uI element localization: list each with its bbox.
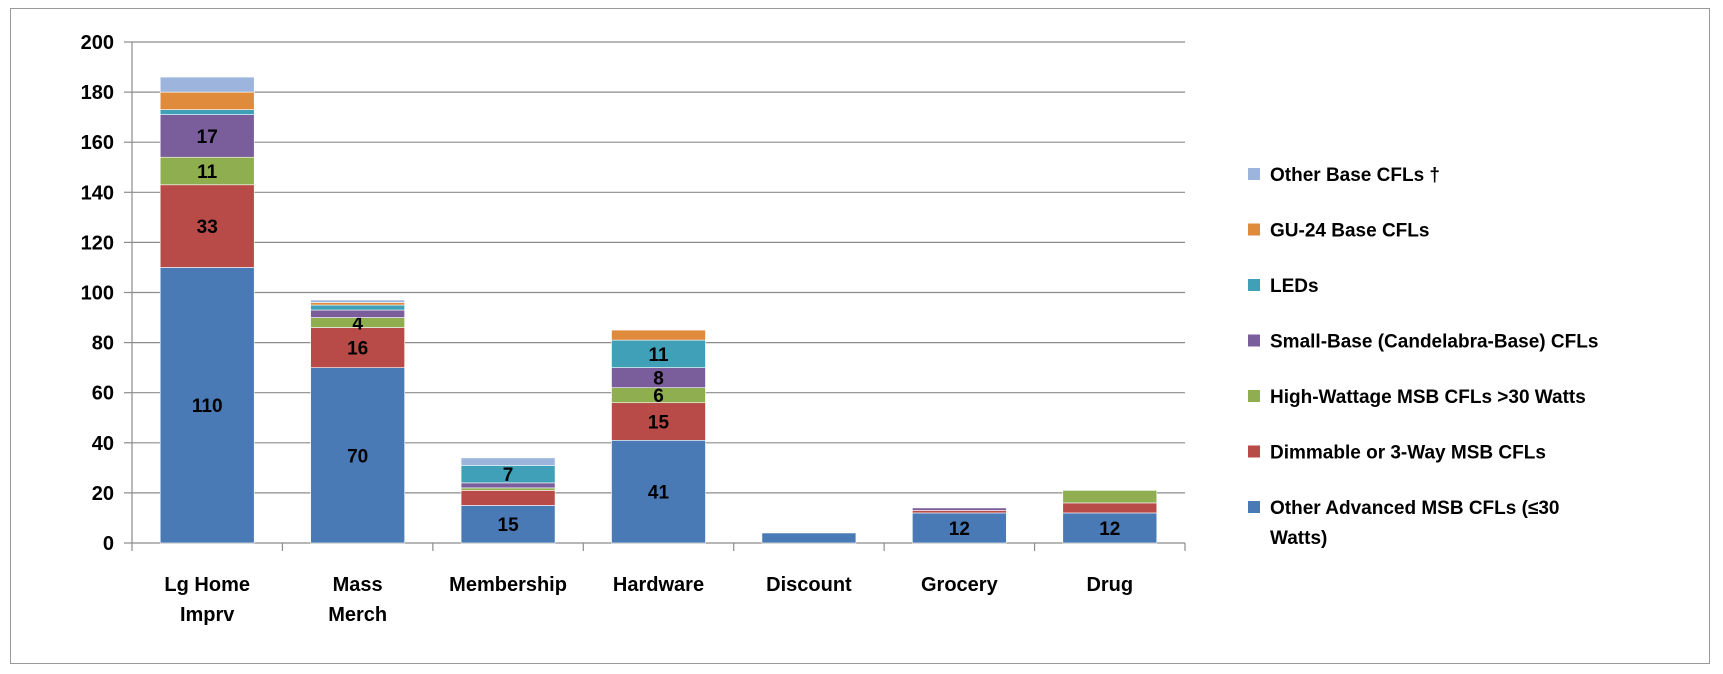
bar-segment	[460, 487, 556, 491]
data-label: 7	[503, 465, 514, 486]
bar-segment	[159, 267, 255, 544]
legend-label: LEDs	[1270, 276, 1319, 297]
legend-swatch	[1248, 445, 1260, 458]
data-label: 15	[498, 515, 520, 536]
y-tick-label: 0	[103, 533, 114, 555]
legend-label: Small-Base (Candelabra-Base) CFLs	[1270, 332, 1598, 353]
data-label: 17	[197, 127, 218, 148]
legend-swatch	[1248, 279, 1260, 291]
data-label: 33	[197, 217, 218, 238]
data-label: 110	[192, 396, 223, 417]
legend-swatch	[1248, 390, 1260, 402]
x-tick-label: Grocery	[921, 574, 999, 596]
legend-label: Watts)	[1270, 528, 1327, 549]
bar-segment	[761, 532, 857, 544]
bar-segment	[159, 109, 255, 115]
y-tick-label: 160	[81, 132, 114, 154]
bar-segment	[460, 457, 556, 466]
bar-segment	[159, 156, 255, 186]
bar-segment	[310, 309, 405, 318]
x-tick-label: Lg Home	[164, 574, 250, 596]
data-label: 12	[1099, 519, 1120, 540]
legend-label: Dimmable or 3-Way MSB CFLs	[1270, 443, 1546, 464]
data-label: 4	[352, 314, 363, 335]
x-tick-label: Hardware	[613, 574, 704, 596]
x-tick-label: Drug	[1086, 574, 1133, 596]
legend-swatch	[1248, 334, 1260, 347]
bar-segment	[460, 490, 556, 506]
data-label: 15	[648, 413, 670, 434]
data-label: 12	[949, 519, 970, 540]
bar-segment	[460, 505, 556, 544]
y-tick-label: 40	[92, 433, 114, 455]
bar-segment	[1062, 512, 1158, 544]
x-tick-label: Membership	[449, 574, 567, 596]
y-tick-label: 120	[81, 232, 114, 254]
bar-segment	[611, 402, 706, 441]
bar-segment	[611, 439, 706, 544]
bar-segment	[310, 327, 405, 368]
legend-swatch	[1248, 223, 1260, 236]
bar-segment	[1062, 502, 1158, 514]
x-tick-label: Mass	[333, 574, 383, 596]
data-label: 16	[347, 339, 368, 360]
bar-segment	[912, 507, 1007, 511]
data-label: 6	[653, 386, 664, 407]
y-tick-label: 100	[81, 283, 114, 305]
bar-segment	[611, 339, 706, 368]
x-tick-label: Imprv	[180, 604, 235, 626]
bar-segment	[310, 302, 405, 306]
legend-label: High-Wattage MSB CFLs >30 Watts	[1270, 387, 1586, 408]
bar-segment	[611, 329, 706, 341]
legend-label: Other Base CFLs †	[1270, 165, 1440, 186]
y-tick-label: 80	[92, 333, 114, 355]
bar-segment	[159, 91, 255, 110]
y-tick-label: 180	[81, 82, 114, 104]
bar-segment	[159, 76, 255, 93]
data-label: 11	[648, 345, 669, 366]
y-tick-label: 60	[92, 383, 114, 405]
y-tick-label: 20	[92, 483, 114, 505]
y-tick-label: 140	[81, 182, 114, 204]
legend-swatch	[1248, 168, 1260, 180]
data-label: 70	[347, 446, 368, 467]
data-label: 8	[653, 369, 664, 390]
legend-label: GU-24 Base CFLs	[1270, 221, 1429, 242]
bar-segment	[159, 114, 255, 158]
bar-segment	[1062, 490, 1158, 504]
bar-segment	[310, 299, 405, 303]
legend-swatch	[1248, 501, 1260, 513]
bar-segment	[310, 304, 405, 311]
chart-frame	[10, 8, 1710, 664]
bar-segment	[159, 184, 255, 268]
x-tick-label: Discount	[766, 574, 852, 596]
data-label: 41	[648, 483, 670, 504]
y-tick-label: 200	[81, 32, 114, 54]
data-label: 11	[197, 162, 218, 183]
bar-segment	[912, 512, 1007, 544]
legend-label: Other Advanced MSB CFLs (≤30	[1270, 498, 1560, 519]
bar-segment	[912, 510, 1007, 514]
bar-segment	[310, 367, 405, 544]
x-tick-label: Merch	[328, 604, 387, 626]
